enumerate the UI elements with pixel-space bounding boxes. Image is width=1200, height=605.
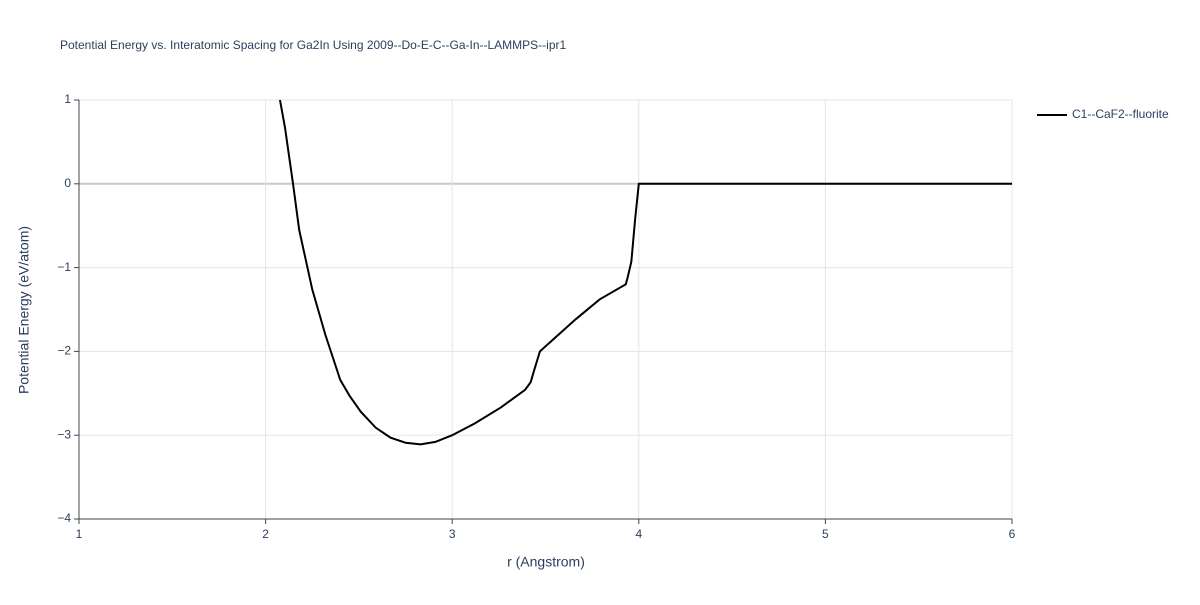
x-tick-label: 1 — [76, 527, 83, 541]
x-tick-label: 2 — [262, 527, 269, 541]
x-tick-label: 4 — [635, 527, 642, 541]
line — [278, 99, 1012, 446]
x-tick-label: 6 — [1009, 527, 1016, 541]
y-tick-label: −4 — [57, 511, 71, 525]
y-tick-label: 1 — [64, 92, 71, 106]
y-tick-label: −3 — [57, 427, 71, 441]
x-tick-label: 5 — [822, 527, 829, 541]
y-axis-label: Potential Energy (eV/atom) — [16, 226, 32, 394]
x-tick-label: 3 — [449, 527, 456, 541]
y-tick-label: −1 — [57, 260, 71, 274]
y-tick-label: −2 — [57, 344, 71, 358]
y-tick-label: 0 — [64, 176, 71, 190]
x-axis-label: r (Angstrom) — [507, 554, 585, 570]
legend-label: C1--CaF2--fluorite — [1072, 107, 1169, 121]
chart-title: Potential Energy vs. Interatomic Spacing… — [60, 38, 567, 52]
